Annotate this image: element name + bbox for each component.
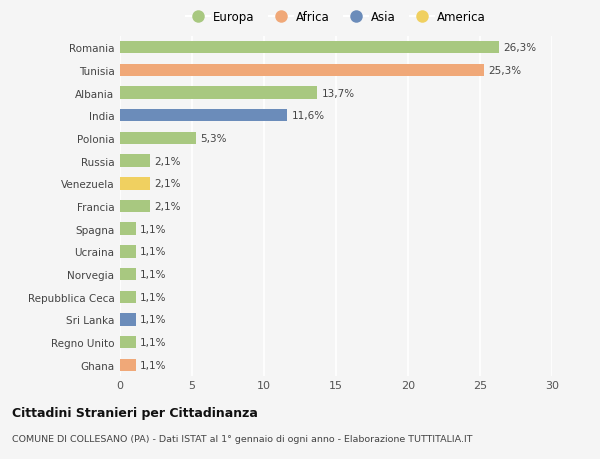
Bar bbox=[120, 64, 484, 77]
Bar bbox=[120, 178, 150, 190]
Bar bbox=[120, 246, 136, 258]
Text: 5,3%: 5,3% bbox=[200, 134, 227, 144]
Legend: Europa, Africa, Asia, America: Europa, Africa, Asia, America bbox=[186, 11, 486, 24]
Bar bbox=[120, 110, 287, 122]
Bar bbox=[120, 359, 136, 371]
Bar bbox=[120, 200, 150, 213]
Bar bbox=[120, 223, 136, 235]
Text: 1,1%: 1,1% bbox=[140, 292, 167, 302]
Bar bbox=[120, 336, 136, 349]
Text: 26,3%: 26,3% bbox=[503, 43, 536, 53]
Bar bbox=[120, 87, 317, 100]
Bar bbox=[120, 42, 499, 54]
Text: 1,1%: 1,1% bbox=[140, 247, 167, 257]
Text: 11,6%: 11,6% bbox=[292, 111, 325, 121]
Bar bbox=[120, 291, 136, 303]
Text: Cittadini Stranieri per Cittadinanza: Cittadini Stranieri per Cittadinanza bbox=[12, 406, 258, 419]
Text: 1,1%: 1,1% bbox=[140, 315, 167, 325]
Bar bbox=[120, 313, 136, 326]
Bar bbox=[120, 268, 136, 281]
Text: 25,3%: 25,3% bbox=[488, 66, 522, 76]
Text: 13,7%: 13,7% bbox=[322, 88, 355, 98]
Bar bbox=[120, 155, 150, 168]
Text: 1,1%: 1,1% bbox=[140, 360, 167, 370]
Text: 2,1%: 2,1% bbox=[155, 202, 181, 212]
Text: 1,1%: 1,1% bbox=[140, 269, 167, 280]
Text: 2,1%: 2,1% bbox=[155, 179, 181, 189]
Text: 2,1%: 2,1% bbox=[155, 156, 181, 166]
Text: 1,1%: 1,1% bbox=[140, 224, 167, 234]
Text: COMUNE DI COLLESANO (PA) - Dati ISTAT al 1° gennaio di ogni anno - Elaborazione : COMUNE DI COLLESANO (PA) - Dati ISTAT al… bbox=[12, 434, 473, 443]
Bar bbox=[120, 132, 196, 145]
Text: 1,1%: 1,1% bbox=[140, 337, 167, 347]
